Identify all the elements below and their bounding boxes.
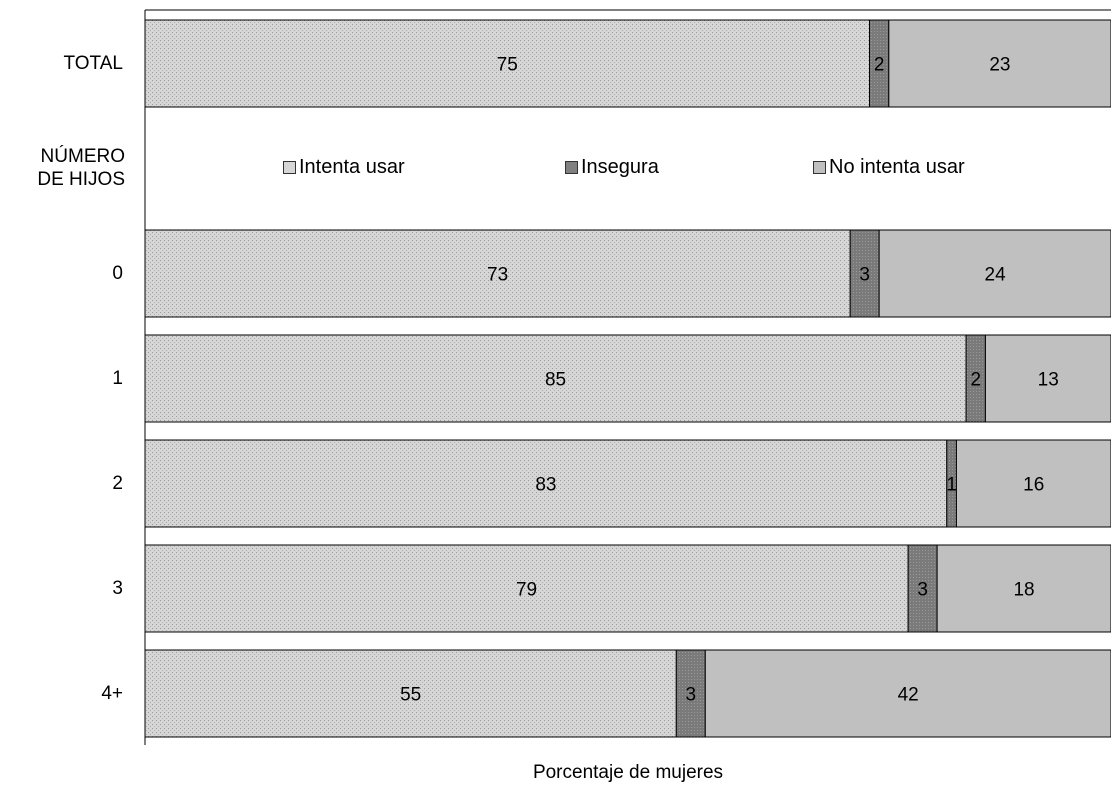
- category-label-0: 0: [112, 262, 123, 284]
- bar-1-intenta-usar: [144, 334, 967, 423]
- bar-0-intenta-usar: [144, 229, 851, 318]
- data-label-1-insegura: 2: [970, 370, 981, 391]
- bar-total-no-intenta-usar: [888, 19, 1111, 108]
- data-label-4-no-intenta-usar: 42: [898, 685, 919, 706]
- legend-swatch-intenta-usar: [283, 161, 296, 174]
- legend-label-no-intenta-usar: No intenta usar: [829, 156, 965, 178]
- data-label-0-insegura: 3: [859, 265, 870, 286]
- bar-total-intenta-usar: [144, 19, 870, 108]
- bar-1-no-intenta-usar: [984, 334, 1111, 423]
- data-label-3-intenta-usar: 79: [516, 580, 537, 601]
- data-label-1-no-intenta-usar: 13: [1038, 370, 1059, 391]
- legend-item-no-intenta-usar: No intenta usar: [813, 156, 965, 179]
- bar-4-intenta-usar: [144, 649, 677, 738]
- bar-2-intenta-usar: [144, 439, 948, 528]
- legend-item-insegura: Insegura: [565, 156, 659, 179]
- data-label-2-intenta-usar: 83: [535, 475, 556, 496]
- legend-swatch-insegura: [565, 161, 578, 174]
- data-label-1-intenta-usar: 85: [545, 370, 566, 391]
- bar-3-no-intenta-usar: [936, 544, 1111, 633]
- data-label-3-insegura: 3: [917, 580, 928, 601]
- data-label-total-insegura: 2: [874, 55, 885, 76]
- group-label-line-1: NÚMERO: [40, 146, 125, 167]
- bar-4-insegura: [675, 649, 706, 738]
- category-label-4: 4+: [101, 682, 123, 704]
- bar-3-insegura: [907, 544, 938, 633]
- bar-3-intenta-usar: [144, 544, 909, 633]
- category-label-total: TOTAL: [63, 52, 123, 74]
- bar-0-no-intenta-usar: [878, 229, 1111, 318]
- data-label-4-intenta-usar: 55: [400, 685, 421, 706]
- bar-4-no-intenta-usar: [704, 649, 1111, 738]
- legend-item-intenta-usar: Intenta usar: [283, 156, 405, 179]
- data-label-0-no-intenta-usar: 24: [985, 265, 1007, 286]
- data-label-4-insegura: 3: [686, 685, 697, 706]
- category-label-3: 3: [112, 577, 123, 599]
- group-label: NÚMERO DE HIJOS: [37, 145, 125, 191]
- bar-0-insegura: [849, 229, 880, 318]
- data-label-3-no-intenta-usar: 18: [1013, 580, 1034, 601]
- data-label-0-intenta-usar: 73: [487, 265, 508, 286]
- group-label-line-2: DE HIJOS: [37, 169, 125, 190]
- data-label-total-intenta-usar: 75: [497, 55, 518, 76]
- bar-2-no-intenta-usar: [955, 439, 1111, 528]
- legend-label-insegura: Insegura: [581, 156, 659, 178]
- legend-swatch-no-intenta-usar: [813, 161, 826, 174]
- data-label-2-insegura: 1: [946, 475, 957, 496]
- category-label-2: 2: [112, 472, 123, 494]
- data-label-2-no-intenta-usar: 16: [1023, 475, 1044, 496]
- legend-label-intenta-usar: Intenta usar: [299, 156, 405, 178]
- category-label-1: 1: [112, 367, 123, 389]
- x-axis-label: Porcentaje de mujeres: [532, 762, 724, 783]
- data-label-total-no-intenta-usar: 23: [989, 55, 1010, 76]
